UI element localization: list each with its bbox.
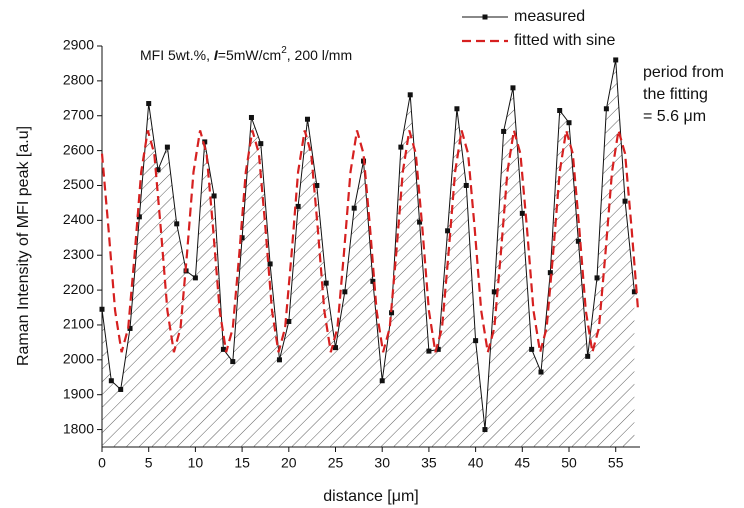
- y-axis-label: Raman Intensity of MFI peak [a.u]: [15, 126, 32, 366]
- marker: [155, 167, 161, 173]
- marker: [118, 386, 124, 392]
- marker: [547, 270, 553, 276]
- side-note: period from the fitting = 5.6 μm: [643, 64, 724, 125]
- marker: [501, 128, 507, 134]
- marker: [295, 203, 301, 209]
- marker: [389, 310, 395, 316]
- y-tick-label: 2500: [63, 176, 94, 192]
- marker: [529, 346, 535, 352]
- marker: [136, 214, 142, 220]
- marker: [594, 275, 600, 281]
- marker: [174, 221, 180, 227]
- y-tick-label: 1900: [63, 385, 94, 401]
- legend-label: fitted with sine: [514, 32, 615, 49]
- marker: [622, 198, 628, 204]
- marker: [370, 278, 376, 284]
- y-tick-label: 2800: [63, 72, 94, 88]
- annotation: MFI 5wt.%, I=5mW/cm2, 200 l/mm: [140, 45, 352, 63]
- x-tick-label: 25: [328, 455, 344, 471]
- marker: [417, 219, 423, 225]
- y-tick-label: 1800: [63, 420, 94, 436]
- marker: [454, 106, 460, 112]
- marker: [491, 289, 497, 295]
- y-tick-label: 2300: [63, 246, 94, 262]
- marker: [585, 353, 591, 359]
- x-tick-label: 15: [234, 455, 250, 471]
- marker: [202, 139, 208, 145]
- y-tick-label: 2100: [63, 316, 94, 332]
- x-tick-label: 0: [98, 455, 106, 471]
- marker: [248, 114, 254, 120]
- marker: [519, 210, 525, 216]
- marker: [192, 275, 198, 281]
- x-tick-label: 50: [561, 455, 577, 471]
- x-axis-label: distance [μm]: [323, 488, 418, 505]
- marker: [342, 289, 348, 295]
- x-tick-label: 30: [374, 455, 390, 471]
- data-line: [101, 59, 635, 430]
- x-tick-label: 5: [145, 455, 153, 471]
- y-tick-label: 2700: [63, 106, 94, 122]
- marker: [351, 205, 357, 211]
- marker: [463, 182, 469, 188]
- y-tick-label: 2600: [63, 141, 94, 157]
- marker: [398, 144, 404, 150]
- x-tick-label: 20: [281, 455, 297, 471]
- annotation-part: =5mW/cm: [218, 47, 281, 63]
- legend-marker: [482, 14, 488, 20]
- marker: [230, 359, 236, 365]
- side-note-line: = 5.6 μm: [643, 108, 706, 125]
- annotation-part: 2: [281, 45, 287, 56]
- side-note-line: period from: [643, 64, 724, 81]
- marker: [220, 346, 226, 352]
- marker: [211, 193, 217, 199]
- marker: [538, 369, 544, 375]
- marker: [323, 280, 329, 286]
- x-tick-label: 35: [421, 455, 437, 471]
- marker: [333, 345, 339, 351]
- marker: [575, 238, 581, 244]
- annotation-part: , 200 l/mm: [287, 47, 352, 63]
- marker: [445, 228, 451, 234]
- marker: [482, 427, 488, 433]
- marker: [510, 85, 516, 91]
- marker: [557, 108, 563, 114]
- marker: [426, 348, 432, 354]
- x-tick-label: 55: [608, 455, 624, 471]
- y-tick-label: 2200: [63, 281, 94, 297]
- marker: [276, 357, 282, 363]
- marker: [566, 120, 572, 126]
- marker: [267, 261, 273, 267]
- marker: [473, 338, 479, 344]
- marker: [314, 182, 320, 188]
- marker: [127, 325, 133, 331]
- marker: [239, 235, 245, 241]
- side-note-line: the fitting: [643, 86, 708, 103]
- annotation-part: MFI 5wt.%,: [140, 47, 214, 63]
- marker: [603, 106, 609, 112]
- marker: [631, 289, 637, 295]
- legend-label: measured: [514, 8, 585, 25]
- fit-line: [100, 130, 640, 353]
- marker: [407, 92, 413, 98]
- marker: [258, 141, 264, 147]
- y-tick-label: 2000: [63, 351, 94, 367]
- marker: [613, 57, 619, 63]
- marker: [304, 116, 310, 122]
- marker: [435, 346, 441, 352]
- hatched-area: [102, 59, 635, 448]
- marker: [164, 144, 170, 150]
- marker: [146, 101, 152, 107]
- x-tick-label: 45: [515, 455, 531, 471]
- y-tick-label: 2400: [63, 211, 94, 227]
- x-tick-label: 40: [468, 455, 484, 471]
- marker: [99, 306, 105, 312]
- x-tick-label: 10: [188, 455, 204, 471]
- y-tick-label: 2900: [63, 37, 94, 53]
- marker: [379, 378, 385, 384]
- annotation-part: I: [214, 47, 219, 63]
- marker: [286, 318, 292, 324]
- marker: [108, 378, 114, 384]
